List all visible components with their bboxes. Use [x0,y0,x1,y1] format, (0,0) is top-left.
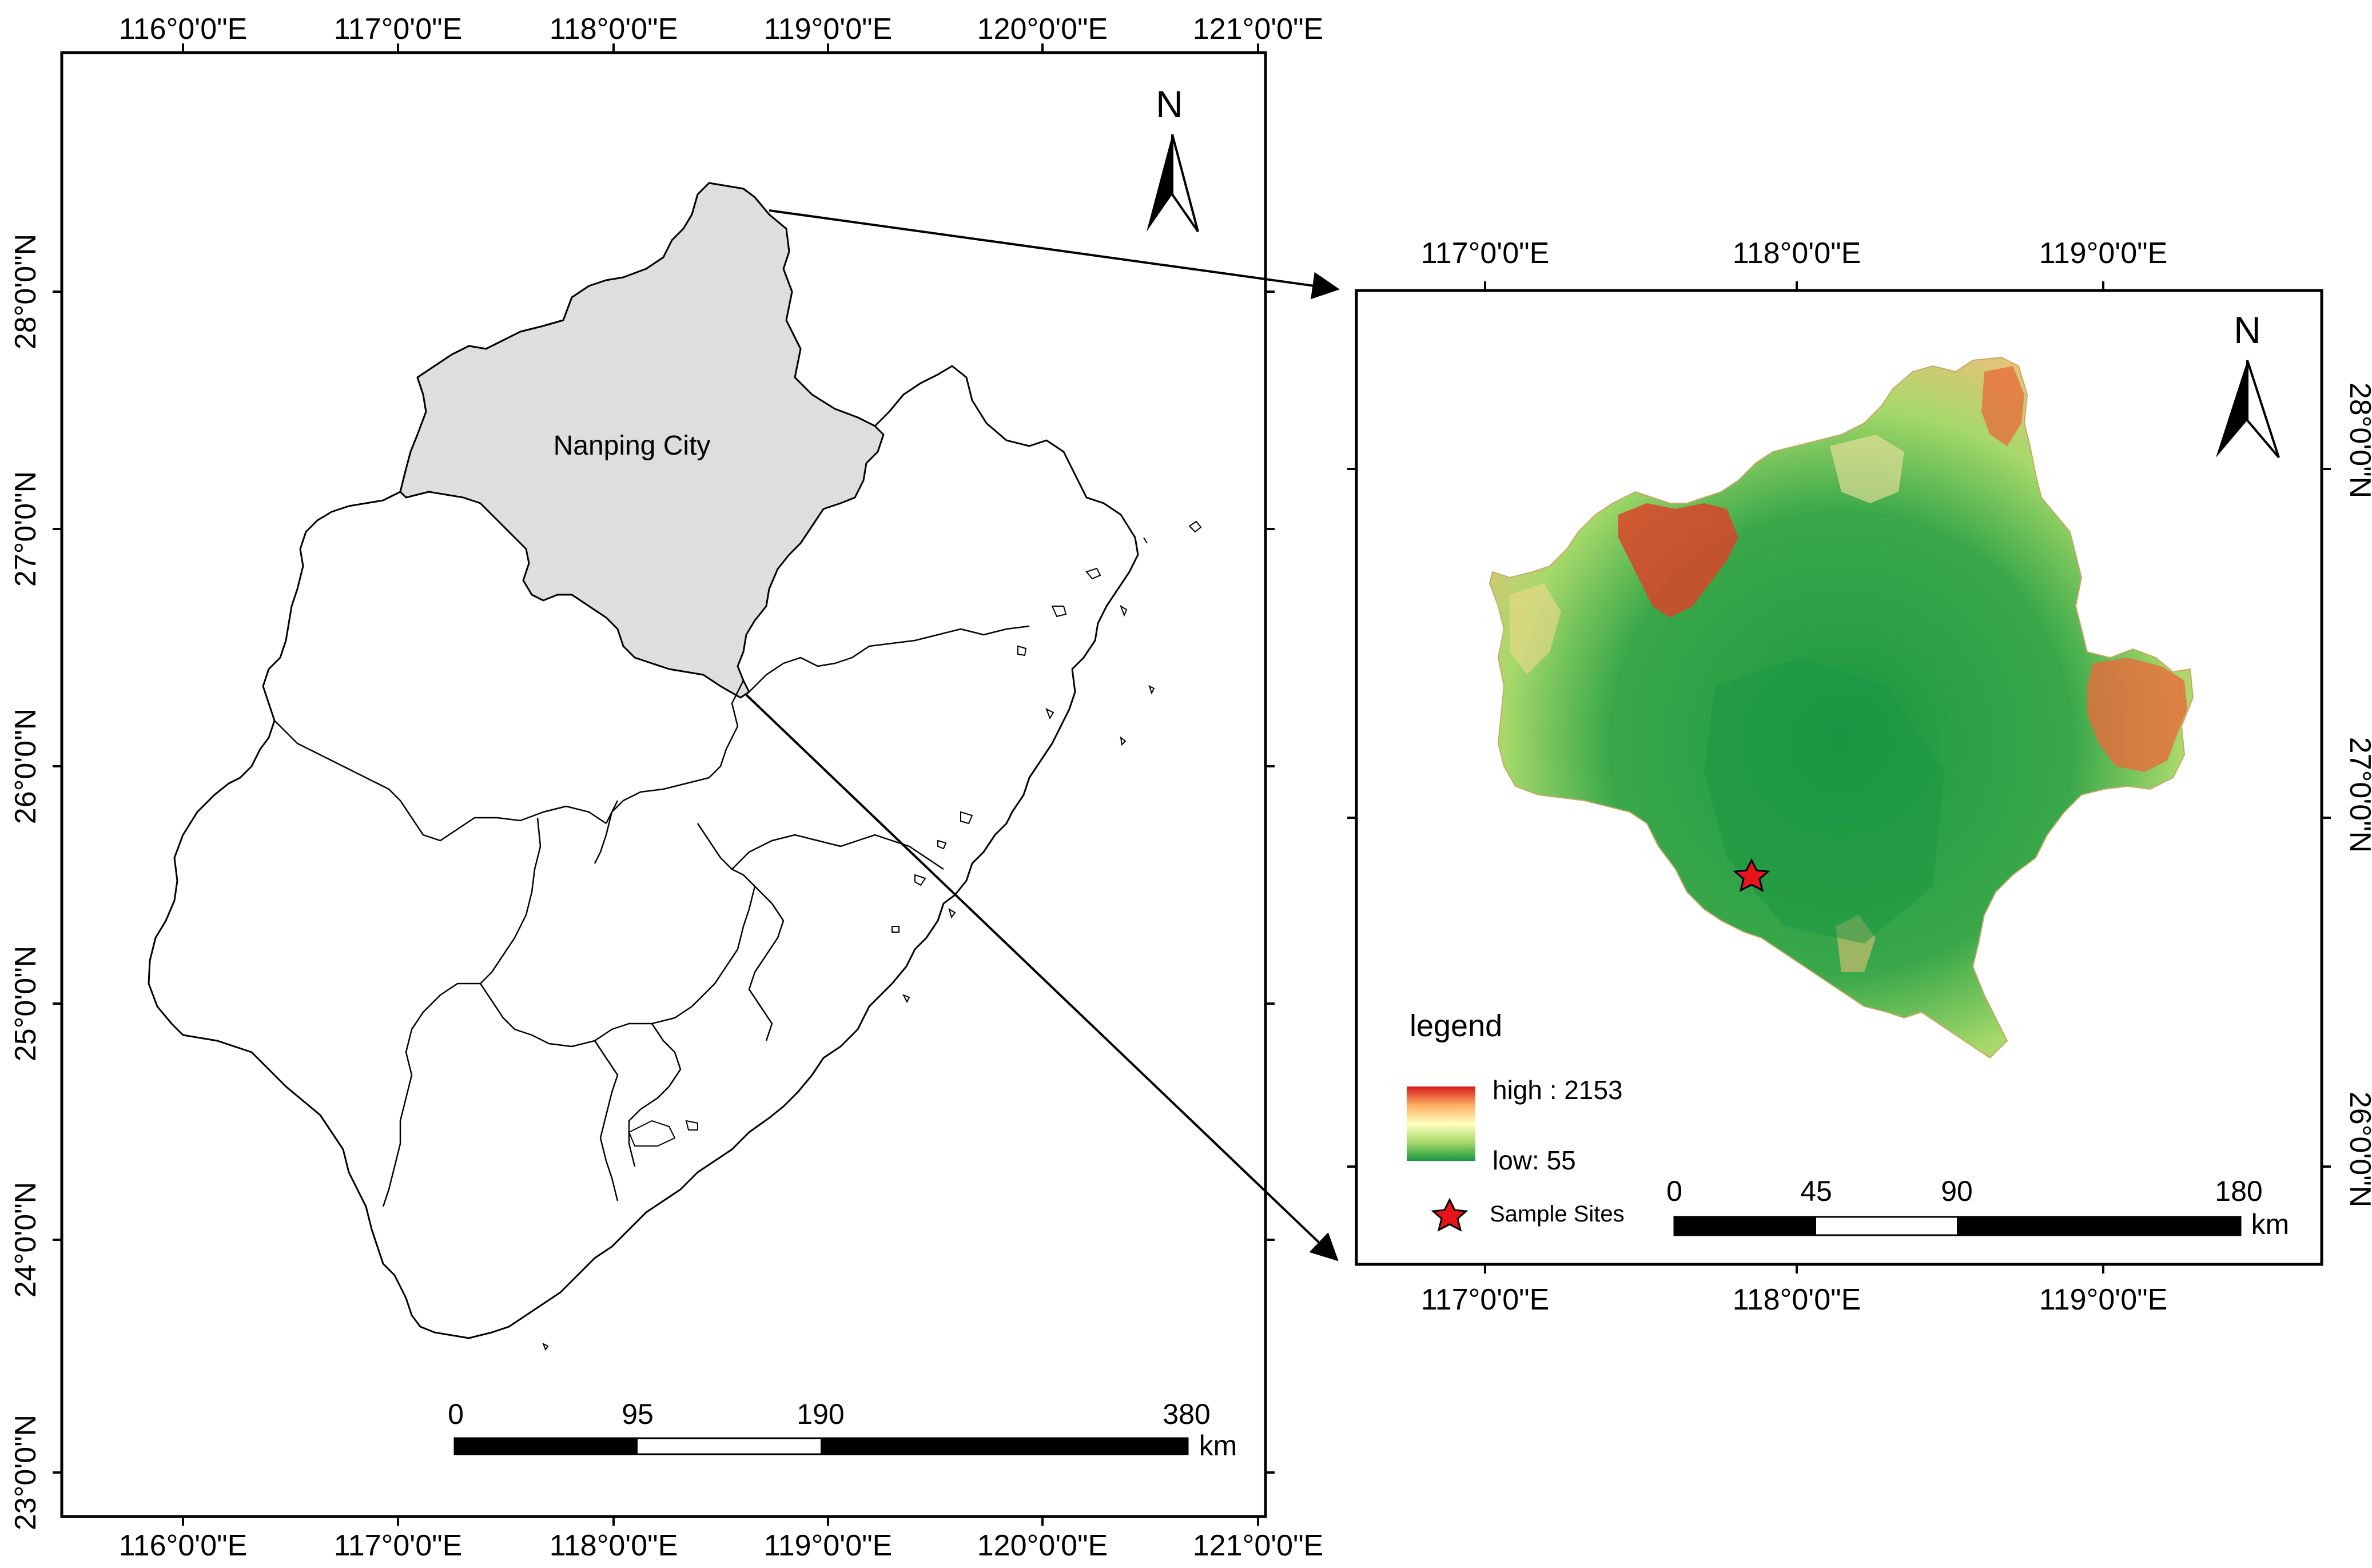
sample-site-star-icon [1733,858,1770,892]
lon-label: 118°0'0"E [1733,237,1861,270]
scale-tick-label: 45 [1800,1175,1832,1207]
connector-arrow-bottom [745,694,1339,1261]
scale-tick-label: 95 [622,1398,654,1430]
lon-label: 116°0'0"E [119,1529,248,1562]
left-bottom-lon-labels: 116°0'0"E 117°0'0"E 118°0'0"E 119°0'0"E … [119,1529,1324,1562]
legend-sample-label: Sample Sites [1490,1201,1625,1227]
scale-tick-label: 90 [1941,1175,1973,1207]
lat-label: 27°0'0"N [2343,737,2372,853]
left-map-panel: 116°0'0"E 117°0'0"E 118°0'0"E 119°0'0"E … [9,13,1323,1562]
north-label: N [2234,309,2261,351]
right-top-lon-labels: 117°0'0"E 118°0'0"E 119°0'0"E [1421,237,2168,270]
scale-tick-label: 380 [1163,1398,1210,1430]
lon-label: 119°0'0"E [764,13,893,46]
lon-label: 117°0'0"E [1421,1283,1550,1316]
north-label: N [1156,83,1183,125]
connector-arrow-top [769,209,1340,300]
north-arrow-icon-outline [1171,134,1199,233]
coastal-islands [542,520,1202,1351]
legend-high-label: high : 2153 [1493,1075,1623,1105]
dem-mid-patch [1510,583,1561,675]
nanping-city-label: Nanping City [554,431,711,461]
right-north-arrow: N [2216,309,2280,459]
right-lat-labels: 28°0'0"N 27°0'0"N 26°0'0"N [2343,383,2372,1207]
legend-sample-star-icon [1431,1197,1468,1232]
lon-label: 120°0'0"E [977,13,1108,46]
dem-mid-patch [1830,435,1904,503]
left-lon-ticks [182,43,1259,1526]
lon-label: 117°0'0"E [334,13,463,46]
connector-arrows [745,209,1340,1261]
lat-label: 28°0'0"N [2343,383,2372,498]
city-boundaries [274,625,1030,1207]
right-lon-ticks [1484,281,2104,1273]
lon-label: 121°0'0"E [1193,13,1323,46]
right-lat-ticks [1347,468,2331,1168]
lon-label: 118°0'0"E [1733,1283,1861,1316]
lon-label: 116°0'0"E [119,13,248,46]
left-lat-labels: 28°0'0"N 27°0'0"N 26°0'0"N 25°0'0"N 24°0… [9,234,42,1530]
lon-label: 118°0'0"E [550,13,678,46]
lat-label: 26°0'0"N [2343,1092,2372,1207]
lat-label: 23°0'0"N [9,1415,42,1530]
nanping-city-region [399,182,885,699]
left-top-lon-labels: 116°0'0"E 117°0'0"E 118°0'0"E 119°0'0"E … [119,13,1324,46]
legend-color-ramp [1407,1087,1475,1161]
lat-label: 28°0'0"N [9,234,42,349]
scale-tick-label: 0 [1666,1175,1682,1207]
scale-unit-label: km [1199,1430,1237,1462]
lon-label: 121°0'0"E [1193,1529,1323,1562]
legend-low-label: low: 55 [1493,1145,1576,1175]
lat-label: 24°0'0"N [9,1182,42,1298]
lon-label: 120°0'0"E [977,1529,1108,1562]
legend: legend high : 2153 low: 55 Sample Sites [1407,1009,1625,1232]
north-arrow-icon [1147,134,1172,232]
lon-label: 117°0'0"E [334,1529,463,1562]
left-north-arrow: N [1147,83,1199,233]
scale-tick-label: 190 [797,1398,844,1430]
legend-title: legend [1410,1009,1502,1043]
lon-label: 119°0'0"E [2039,1283,2168,1316]
lon-label: 118°0'0"E [550,1529,678,1562]
lon-label: 117°0'0"E [1421,237,1550,270]
dem-high-patch [1618,503,1738,618]
right-map-panel: 117°0'0"E 118°0'0"E 119°0'0"E 117°0'0"E … [1347,237,2372,1316]
lon-label: 119°0'0"E [2039,237,2168,270]
north-arrow-icon [2216,360,2247,457]
dem-high-patch [1981,366,2024,446]
scale-tick-label: 180 [2215,1175,2262,1207]
lon-label: 119°0'0"E [764,1529,893,1562]
lat-label: 25°0'0"N [9,946,42,1061]
scale-unit-label: km [2251,1208,2290,1240]
left-scale-bar: 0 95 190 380 km [448,1398,1237,1462]
left-lat-ticks [53,290,1275,1474]
north-arrow-icon-outline [2246,360,2280,459]
right-bottom-lon-labels: 117°0'0"E 118°0'0"E 119°0'0"E [1421,1283,2168,1316]
scale-tick-label: 0 [448,1398,464,1430]
lat-label: 26°0'0"N [9,709,42,824]
dem-high-patch [2087,658,2187,772]
lat-label: 27°0'0"N [9,471,42,587]
right-scale-bar: 0 45 90 180 km [1666,1175,2289,1240]
